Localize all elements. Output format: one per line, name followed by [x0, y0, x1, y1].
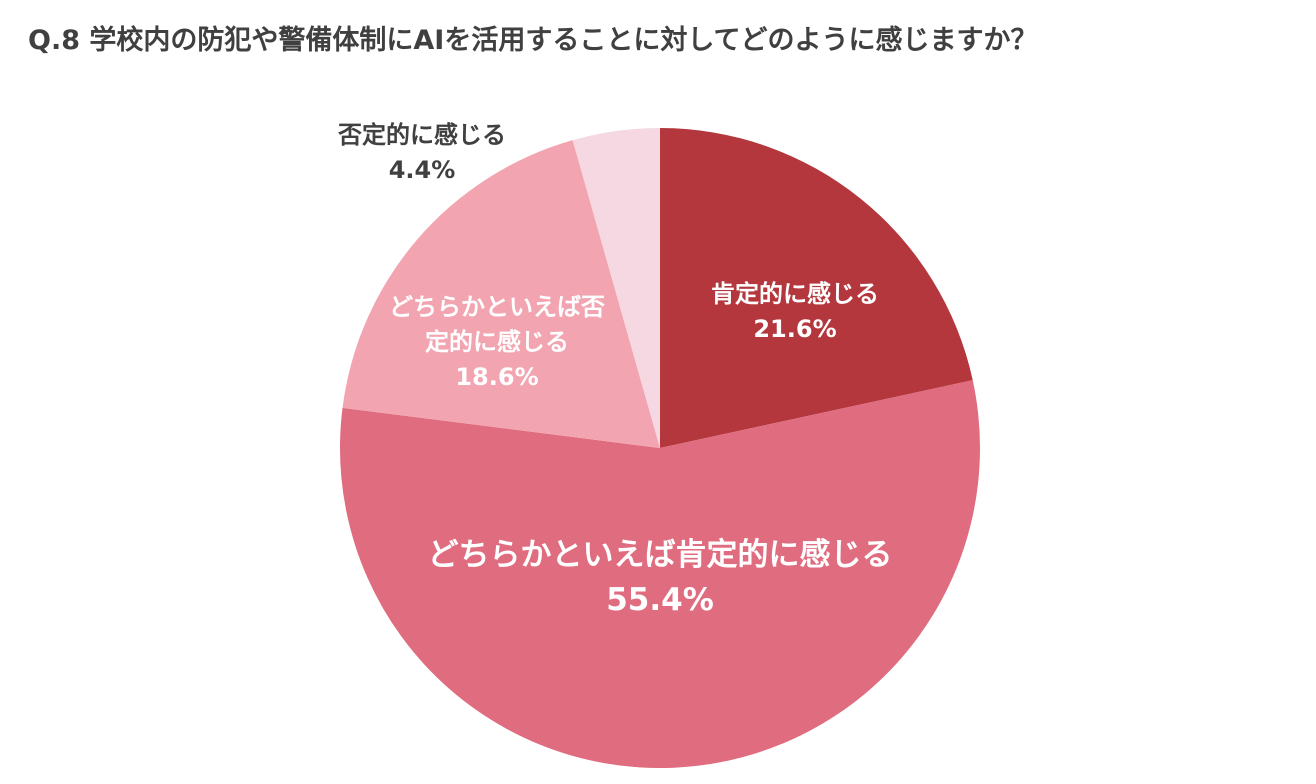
chart-title: Q.8 学校内の防犯や警備体制にAIを活用することに対してどのように感じますか？	[28, 25, 1038, 56]
pie-slice	[340, 380, 981, 769]
category-label: どちらかといえば否定的に感じる	[389, 292, 605, 356]
value-label: 4.4%	[388, 156, 456, 184]
slice-label: 否定的に感じる 4.4%	[292, 118, 552, 188]
slice-label: どちらかといえば否定的に感じる 18.6%	[380, 290, 615, 394]
pie-slice	[342, 140, 660, 449]
category-label: 肯定的に感じる	[711, 280, 879, 309]
slice-label: どちらかといえば肯定的に感じる 55.4%	[360, 533, 960, 623]
category-label: 否定的に感じる	[338, 121, 506, 150]
pie-slice	[572, 128, 660, 448]
value-label: 55.4%	[606, 582, 714, 618]
value-label: 18.6%	[455, 362, 539, 391]
value-label: 21.6%	[753, 315, 837, 343]
slice-label: 肯定的に感じる 21.6%	[665, 277, 925, 347]
category-label: どちらかといえば肯定的に感じる	[427, 537, 893, 574]
pie-slice	[660, 128, 973, 448]
